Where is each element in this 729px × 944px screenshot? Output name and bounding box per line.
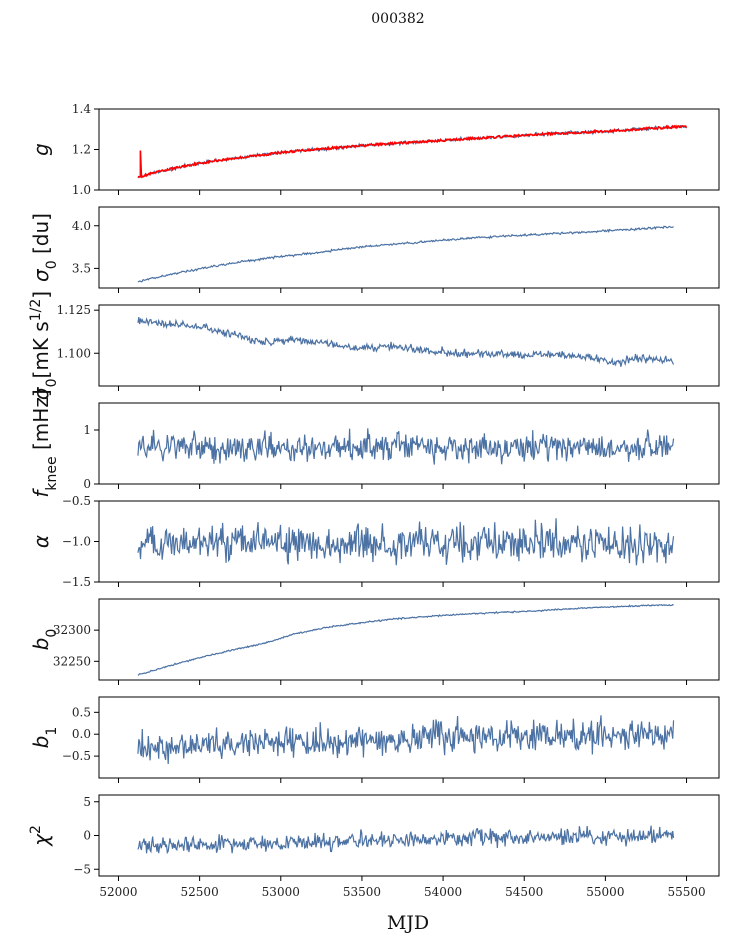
subplot-7: −0.5 0.0 0.5 b1 [29,696,720,783]
y-axis-label: α [29,535,53,548]
y-tick-label: 0 [83,829,91,843]
y-axis-label: χ2 [28,825,53,847]
y-tick-label: 32300 [53,623,91,637]
x-tick-label: 55500 [667,885,705,899]
data-series-line [137,518,675,566]
fit-series-line [137,124,688,179]
y-axis-label: fknee [mHz] [29,389,60,497]
subplot-2: 3.5 4.0 σ0 [du] [29,206,720,293]
x-tick-label: 54500 [505,885,543,899]
data-series-line [137,428,675,465]
axes-frame [98,108,720,191]
subplot-4: 0 1 fknee [mHz] [29,389,720,498]
y-tick-label: 1.125 [57,303,91,317]
y-tick-label: 0.5 [72,705,91,719]
data-series-line [137,603,674,676]
y-tick-label: −5 [73,862,91,876]
subplot-1: 1.0 1.2 1.4 g [29,102,720,197]
y-tick-label: 3.5 [72,261,91,275]
data-series-line [137,317,675,367]
axes-frame [98,304,720,387]
axes-frame [98,402,720,485]
y-tick-label: −0.5 [62,749,91,763]
axes-frame [98,794,720,877]
y-tick-label: 1.0 [72,183,91,197]
axes-frame [98,696,720,779]
y-tick-label: 1.4 [72,102,91,116]
y-tick-label: 0 [83,477,91,491]
y-tick-label: −1.0 [62,535,91,549]
x-axis-label: MJD [387,912,429,934]
axes-frame [98,598,720,681]
y-tick-label: 1 [83,423,91,437]
y-axis-label: σ0 [du] [29,213,60,282]
y-axis-label: σ0[mK s1/2] [28,291,60,400]
figure-title: 000382 [371,11,424,27]
data-series-line [137,715,675,765]
data-series-line [137,825,675,855]
y-tick-label: 32250 [53,654,91,668]
axes-frame [98,206,720,289]
data-series-line [137,225,674,283]
y-tick-label: −1.5 [62,575,91,589]
x-tick-label: 55000 [586,885,624,899]
y-tick-label: 1.2 [72,143,91,157]
y-axis-label: g [29,143,53,156]
x-tick-label: 53000 [262,885,300,899]
subplot-5: −1.5 −1.0 −0.5 α [29,494,720,589]
data-series-line [137,124,687,179]
y-tick-label: 5 [83,795,91,809]
y-tick-label: 1.100 [57,346,91,360]
x-tick-label: 53500 [343,885,381,899]
y-axis-label: b1 [29,727,60,749]
x-tick-label: 52500 [181,885,219,899]
y-axis-label: b0 [29,629,60,651]
y-tick-label: −0.5 [62,494,91,508]
x-tick-label: 52000 [99,885,137,899]
y-tick-label: 0.0 [72,727,91,741]
y-tick-label: 4.0 [72,219,91,233]
x-tick-label: 54000 [424,885,462,899]
subplot-8: −5 0 5 52000 52500 53000 53500 54000 54500 55000 5… [28,794,720,899]
